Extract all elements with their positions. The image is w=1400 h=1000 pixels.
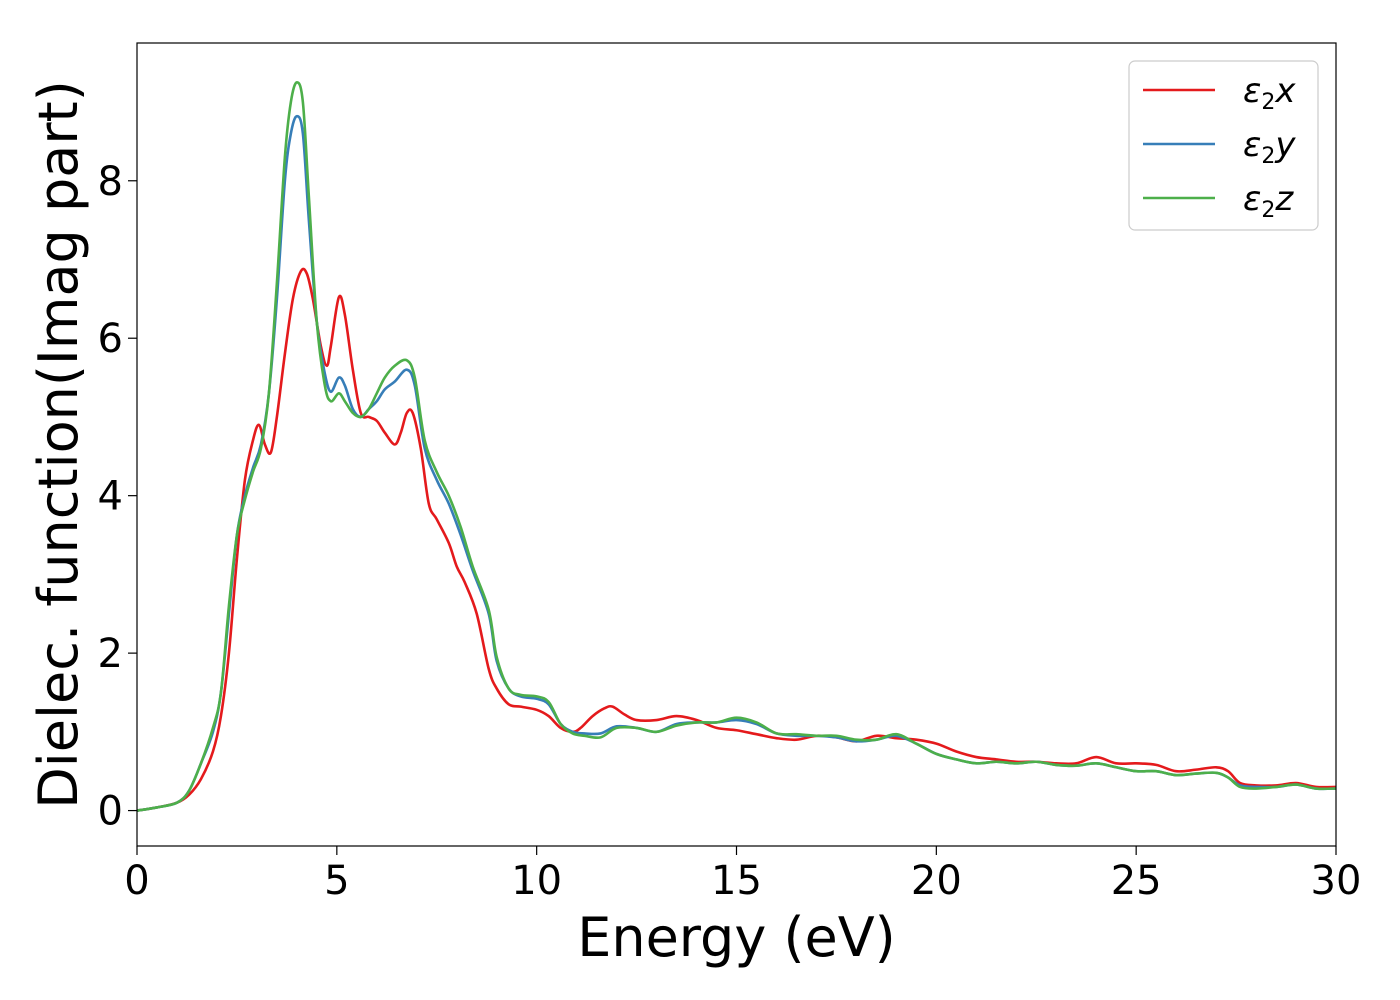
legend: ε2x ε2y ε2z (1128, 60, 1319, 231)
y-axis: 0 2 4 6 8 (98, 159, 137, 835)
y-axis-title: Dielec. function(Imag part) (27, 80, 90, 809)
series-layer (137, 81, 1336, 812)
legend-label-z: ε2z (1243, 179, 1294, 223)
y-tick-label: 0 (98, 789, 123, 835)
x-tick-label: 25 (1111, 858, 1162, 904)
x-axis-title: Energy (eV) (577, 906, 896, 969)
series-line-z (137, 81, 1336, 812)
y-tick-label: 2 (98, 631, 123, 677)
x-tick-label: 0 (124, 858, 149, 904)
y-tick-label: 4 (98, 474, 123, 520)
x-axis: 0 5 10 15 20 25 30 (124, 846, 1361, 904)
y-tick-label: 8 (98, 159, 123, 205)
x-tick-label: 30 (1311, 858, 1362, 904)
x-tick-label: 15 (711, 858, 762, 904)
series-line-x (137, 267, 1336, 812)
legend-label-x: ε2x (1243, 71, 1296, 115)
legend-label-y: ε2y (1243, 125, 1296, 169)
x-tick-label: 20 (911, 858, 962, 904)
y-tick-label: 6 (98, 316, 123, 362)
x-tick-label: 5 (324, 858, 349, 904)
x-tick-label: 10 (511, 858, 562, 904)
legend-box (1128, 60, 1319, 231)
